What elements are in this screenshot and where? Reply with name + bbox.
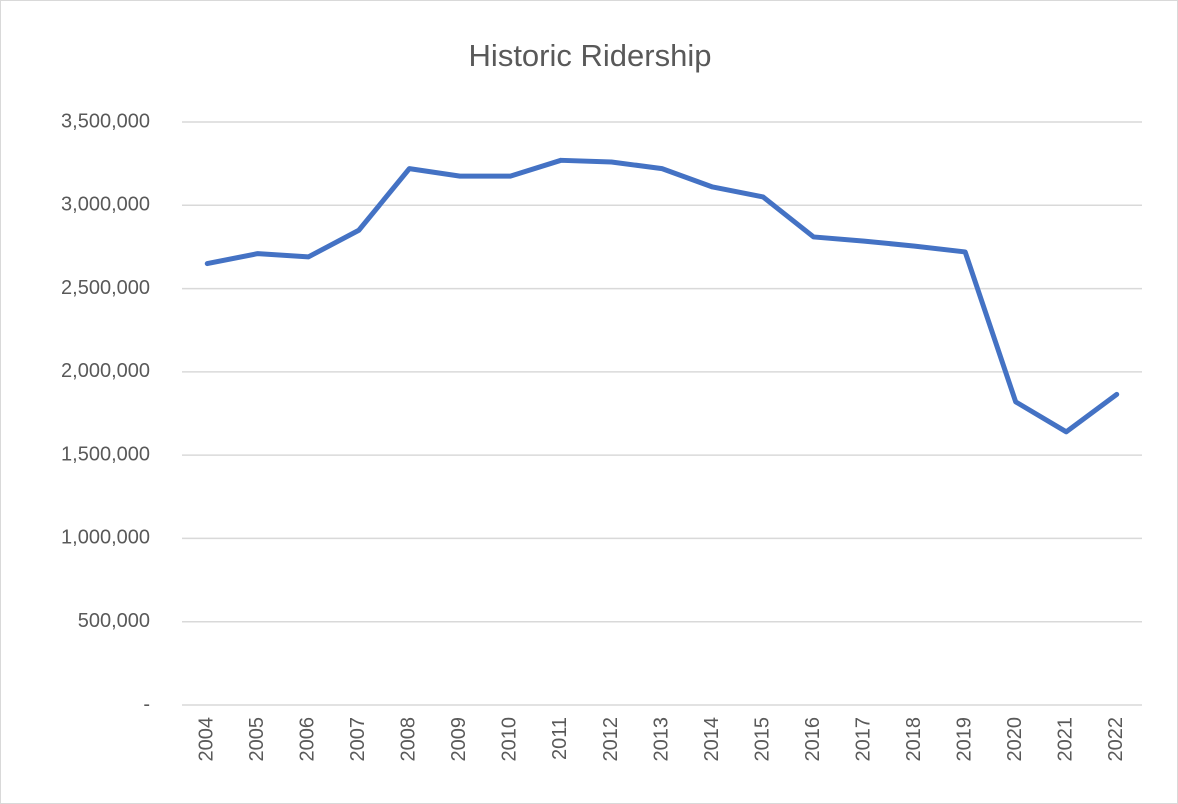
x-tick-label: 2009 — [448, 717, 470, 762]
x-tick-label: 2020 — [1004, 717, 1026, 762]
x-tick-label: 2014 — [701, 717, 723, 762]
x-tick-label: 2016 — [802, 717, 824, 762]
y-tick-label: 3,000,000 — [61, 194, 150, 216]
x-tick-label: 2006 — [297, 717, 319, 762]
x-tick-label: 2021 — [1054, 717, 1076, 762]
x-tick-label: 2015 — [751, 717, 773, 762]
y-tick-label: 500,000 — [78, 610, 150, 632]
x-tick-label: 2017 — [852, 717, 874, 762]
line-series — [204, 157, 1120, 435]
x-tick-label: 2004 — [196, 717, 218, 762]
y-tick-label: - — [143, 693, 150, 715]
chart-title: Historic Ridership — [469, 38, 712, 73]
y-tick-label: 2,500,000 — [61, 277, 150, 299]
x-tick-label: 2010 — [499, 717, 521, 762]
x-tick-label: 2012 — [600, 717, 622, 762]
x-tick-label: 2013 — [650, 717, 672, 762]
y-tick-label: 1,000,000 — [61, 527, 150, 549]
x-tick-label: 2008 — [398, 717, 420, 762]
x-tick-label: 2018 — [903, 717, 925, 762]
x-tick-label: 2007 — [347, 717, 369, 762]
x-tick-label: 2011 — [549, 717, 571, 760]
x-tick-label: 2019 — [953, 717, 975, 762]
y-tick-label: 3,500,000 — [61, 110, 150, 132]
y-tick-label: 1,500,000 — [61, 443, 150, 465]
x-tick-label: 2022 — [1105, 717, 1127, 762]
x-tick-label: 2005 — [246, 717, 268, 762]
y-tick-label: 2,000,000 — [61, 360, 150, 382]
